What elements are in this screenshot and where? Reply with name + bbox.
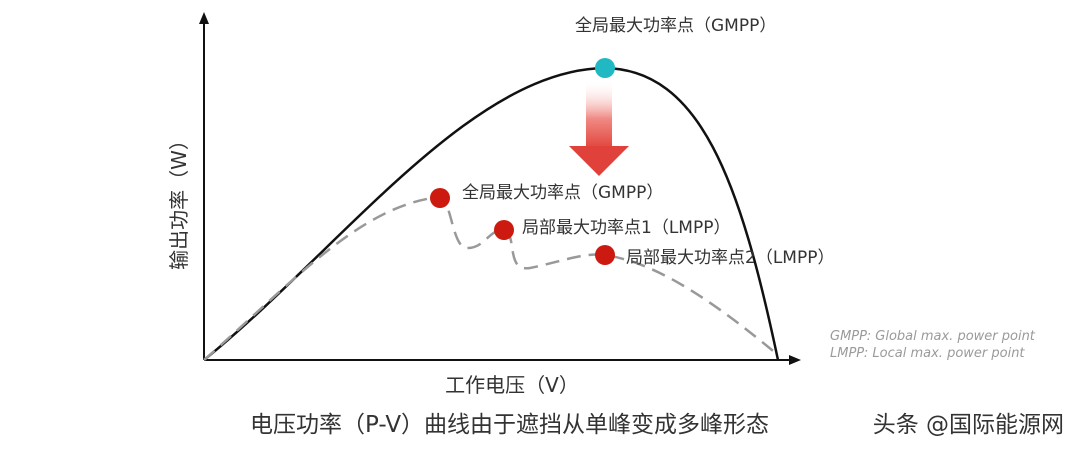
source-watermark: 头条 @国际能源网 (872, 412, 1064, 438)
lmpp1-marker (494, 220, 514, 240)
unshaded-pv-curve (203, 66, 780, 361)
y-axis-label: 输出功率（W） (167, 130, 191, 270)
lmpp2-label: 局部最大功率点2（LMPP） (626, 248, 834, 268)
x-axis-arrowhead (789, 355, 801, 365)
y-axis-arrowhead (199, 12, 209, 24)
gmpp-shaded-label: 全局最大功率点（GMPP） (462, 183, 663, 203)
gmpp-top-label: 全局最大功率点（GMPP） (575, 16, 776, 36)
gmpp-legend-note: GMPP: Global max. power point (830, 329, 1036, 344)
shaded-gmpp-marker (430, 188, 450, 208)
lmpp2-marker (595, 245, 615, 265)
lmpp-legend-note: LMPP: Local max. power point (830, 346, 1025, 361)
x-axis-label: 工作电压（V） (445, 373, 579, 397)
shift-arrow (569, 80, 629, 176)
figure-caption: 电压功率（P-V）曲线由于遮挡从单峰变成多峰形态 (250, 412, 770, 438)
gmpp-marker (595, 58, 615, 78)
lmpp1-label: 局部最大功率点1（LMPP） (522, 218, 730, 238)
